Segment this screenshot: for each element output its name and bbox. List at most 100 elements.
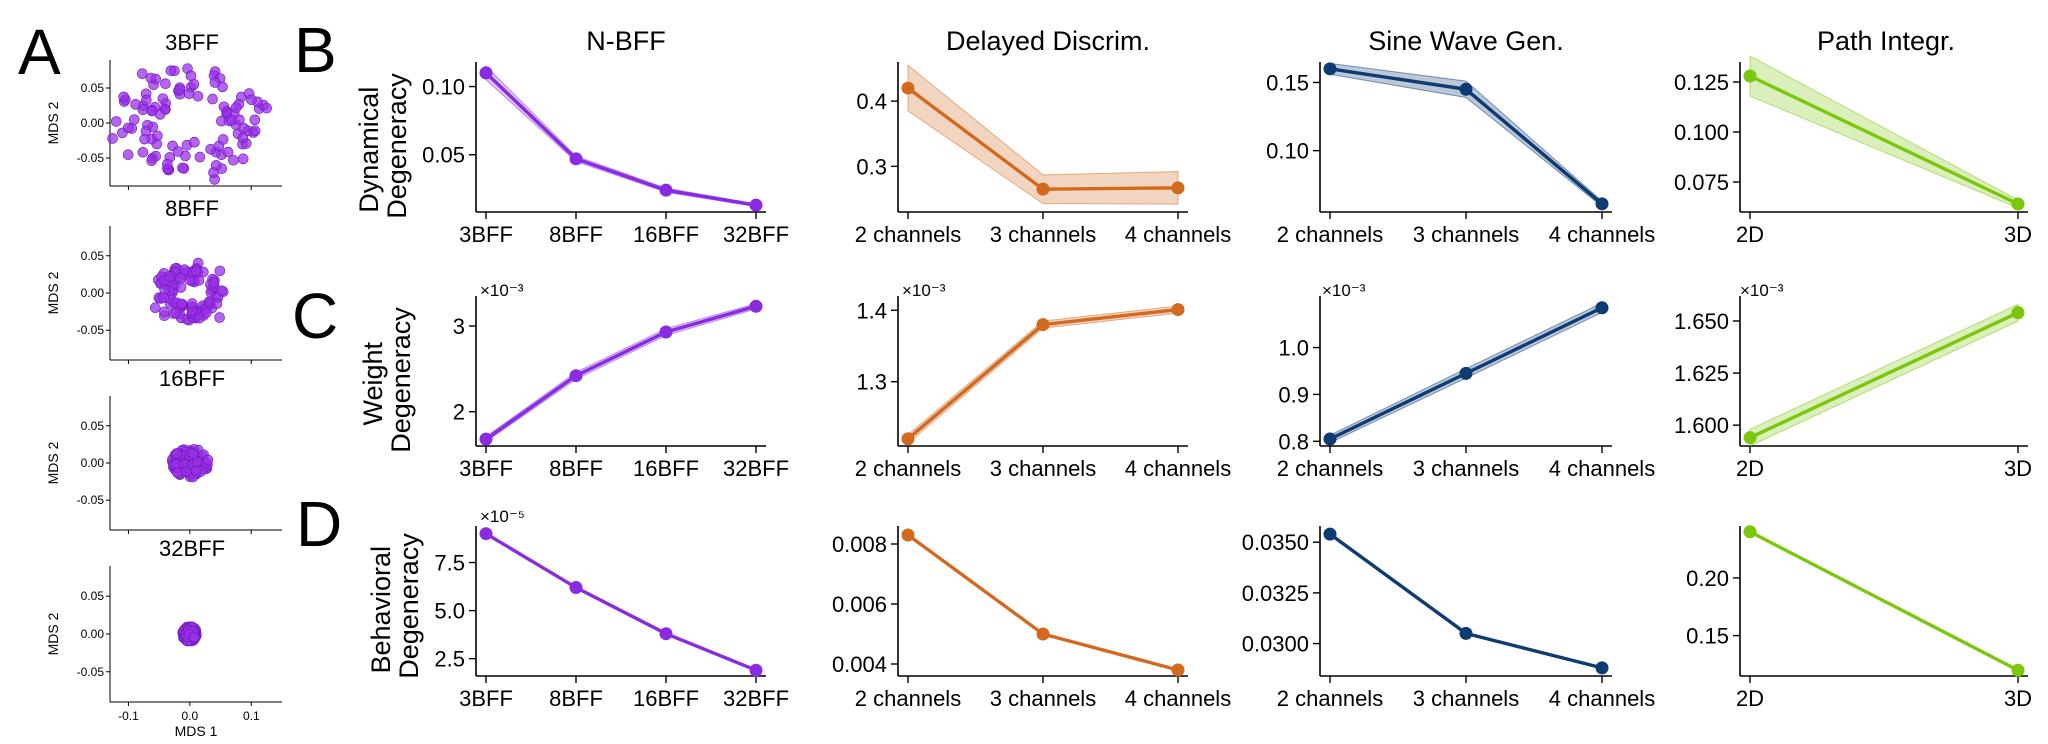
x-tick-label: 2 channels (855, 686, 961, 711)
scatter-point (188, 632, 200, 643)
data-point (1171, 181, 1185, 195)
scatter-point (234, 114, 245, 126)
chart-dyn_nbff: 0.10 0.05 3BFF 8BFF 16BFF 32BFF (422, 62, 789, 247)
row-label-weight-line2: Degeneracy (386, 307, 416, 453)
scatter-point (177, 162, 188, 174)
scatter-point (152, 130, 163, 142)
data-point (659, 325, 673, 339)
multiplier-weight-nbff: ×10⁻³ (480, 281, 524, 300)
scatter-point (159, 306, 170, 318)
scatter-point (194, 151, 206, 163)
x-tick-label: 16BFF (633, 222, 699, 247)
data-point (901, 81, 915, 95)
data-point (1459, 366, 1473, 380)
x-tick-label: 3D (2004, 456, 2032, 481)
x-tick-label: 3 channels (1413, 222, 1519, 247)
y-tick-label: -0.05 (77, 323, 105, 337)
scatter-point (172, 146, 184, 157)
multiplier-behavioral-nbff: ×10⁻⁵ (480, 507, 525, 526)
series-line (1749, 311, 2019, 440)
column-title-delayed: Delayed Discrim. (946, 26, 1150, 56)
data-point (2011, 306, 2025, 320)
y-tick-label: 0.05 (422, 143, 465, 168)
data-point (1743, 431, 1757, 445)
series-line (906, 533, 1179, 672)
scatter-point (165, 65, 177, 76)
scatter-point (191, 456, 203, 468)
x-tick-label: 3 channels (1413, 686, 1519, 711)
y-tick-label: 0.00 (81, 286, 105, 300)
scatter-point (122, 149, 134, 161)
scatter-point (130, 99, 141, 110)
x-tick-label: 3BFF (459, 686, 513, 711)
y-tick-label: -0.05 (77, 493, 105, 507)
scatter-point (228, 154, 239, 166)
y-tick-label: 0.10 (422, 75, 465, 100)
chart-b_sine: 0.0350 0.0325 0.0300 2 channels 3 channels 4 … (1242, 526, 1655, 711)
y-tick-label: 1.0 (1278, 336, 1309, 361)
y-axis-label: MDS 2 (45, 271, 61, 314)
data-point (1595, 301, 1609, 315)
data-point (479, 66, 493, 80)
scatter-point (186, 298, 198, 309)
x-tick-label: 2 channels (1277, 222, 1383, 247)
data-point (1323, 527, 1337, 541)
x-tick-label: 32BFF (723, 686, 789, 711)
x-tick-label: 4 channels (1549, 456, 1655, 481)
multiplier-weight-delayed: ×10⁻³ (902, 281, 946, 300)
y-tick-label: 0.3 (856, 154, 887, 179)
scatter-point (118, 91, 130, 103)
x-tick-label: 3 channels (990, 686, 1096, 711)
x-tick-label: 8BFF (549, 686, 603, 711)
y-tick-label: 1.625 (1674, 361, 1729, 386)
scatter-point (181, 466, 192, 477)
scatter-point (193, 275, 205, 286)
scatter-point (213, 140, 225, 152)
chart-w_nbff: 3 2 3BFF 8BFF 16BFF 32BFF (453, 296, 789, 481)
data-point (659, 627, 673, 641)
x-tick-label: 2 channels (855, 456, 961, 481)
scatter-point (222, 146, 234, 158)
y-tick-label: 2.5 (434, 647, 465, 672)
y-tick-label: 3 (453, 314, 465, 339)
panel-letter-a: A (18, 16, 61, 88)
chart-mds_16bff: 16BFF 0.05 0.00 -0.05 MDS 2 (45, 366, 282, 534)
data-point (659, 183, 673, 197)
scatter-point (211, 298, 223, 310)
x-tick-label: 8BFF (549, 222, 603, 247)
y-tick-label: 0.006 (832, 592, 887, 617)
scatter-point (192, 90, 204, 102)
chart-w_path: 1.650 1.625 1.600 2D 3D (1674, 296, 2032, 481)
y-tick-label: 5.0 (434, 599, 465, 624)
scatter-point (160, 78, 171, 90)
chart-dyn_sine: 0.15 0.10 2 channels 3 channels 4 channels (1266, 62, 1655, 247)
chart-b_path: 0.20 0.15 2D 3D (1686, 525, 2032, 711)
scatter-point (183, 88, 195, 100)
data-point (749, 198, 763, 212)
scatter-point (175, 272, 186, 284)
y-tick-label: 0.15 (1686, 624, 1729, 649)
scatter-point (189, 136, 200, 148)
y-tick-label: 0.008 (832, 532, 887, 557)
y-axis-label: MDS 2 (45, 612, 61, 655)
x-tick-label: 3D (2004, 222, 2032, 247)
scatter-point (214, 312, 225, 323)
x-tick-label: 4 channels (1125, 686, 1231, 711)
scatter-point (230, 102, 242, 113)
data-point (1459, 82, 1473, 96)
multiplier-weight-path: ×10⁻³ (1740, 281, 1784, 300)
panel-letter-c: C (292, 280, 338, 352)
row-label-dynamical: Dynamical Degeneracy (354, 73, 412, 219)
series-line (484, 71, 757, 207)
chart-w_delayed: 1.4 1.3 2 channels 3 channels 4 channels (855, 296, 1231, 481)
column-title-path: Path Integr. (1817, 26, 1955, 56)
y-tick-label: 0.15 (1266, 70, 1309, 95)
panel-letter-d: D (296, 488, 342, 560)
x-tick-label: 32BFF (723, 222, 789, 247)
scatter-point (179, 264, 190, 275)
scatter-point (146, 155, 157, 167)
scatter-point (171, 467, 183, 479)
series-line (1749, 74, 2019, 206)
x-tick-label: 3BFF (459, 456, 513, 481)
data-point (1743, 525, 1757, 539)
